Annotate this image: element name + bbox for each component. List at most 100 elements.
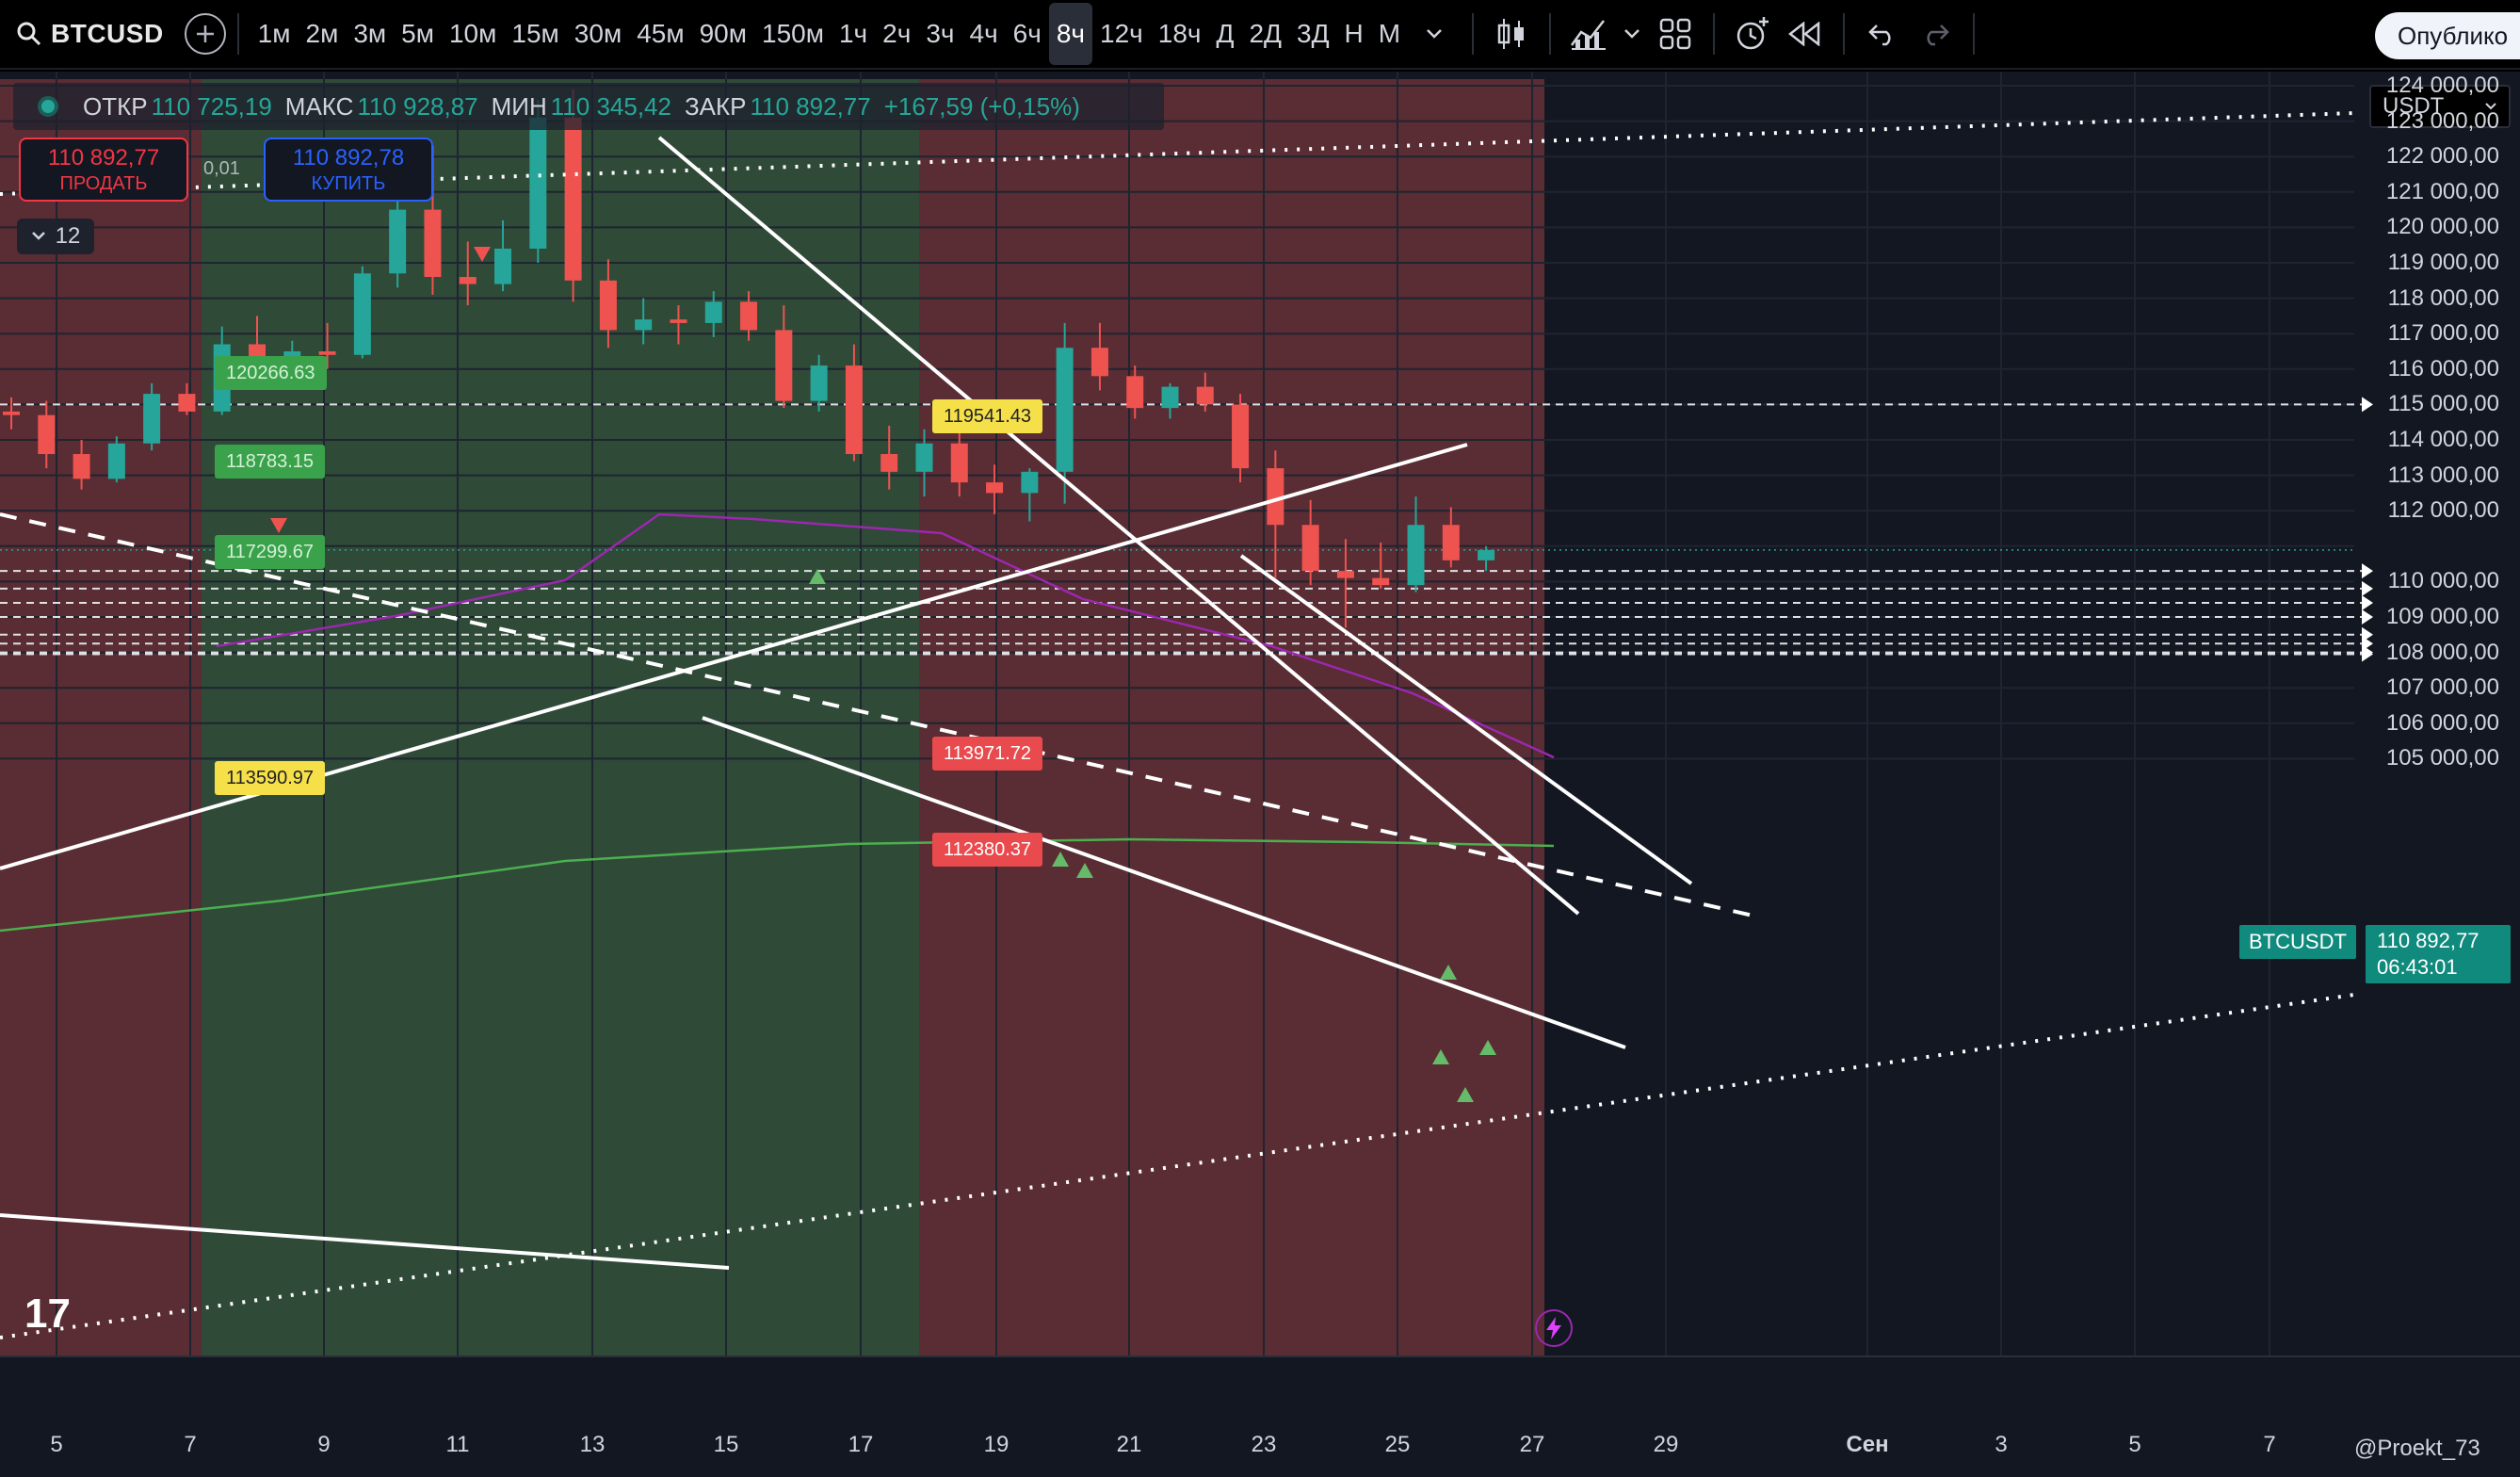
- timeframe-18[interactable]: 18ч: [1157, 19, 1202, 48]
- level-tag[interactable]: 118783.15: [215, 445, 326, 479]
- currency-select[interactable]: USDT: [2369, 85, 2511, 128]
- level-arrow: [2362, 580, 2373, 596]
- time-tick-label: 29: [1653, 1432, 1679, 1457]
- time-tick-label: 17: [848, 1432, 874, 1457]
- grid-layout-icon: [1659, 18, 1691, 50]
- time-tick-label: 13: [579, 1432, 606, 1457]
- timeframe-6[interactable]: 15м: [511, 19, 559, 48]
- timeframe-9[interactable]: 90м: [699, 19, 748, 48]
- time-tick-label: Сен: [1846, 1432, 1889, 1457]
- compare-add-button[interactable]: [184, 13, 226, 55]
- timeframe-dropdown[interactable]: [1408, 6, 1461, 62]
- currency-value: USDT: [2383, 93, 2445, 119]
- indicators-count: 12: [55, 223, 81, 249]
- buy-signal-arrow: [809, 569, 826, 584]
- timeframe-10[interactable]: 150м: [762, 19, 824, 48]
- timeframe-7[interactable]: 30м: [573, 19, 622, 48]
- level-arrow: [2362, 646, 2373, 662]
- time-tick-label: 5: [50, 1432, 63, 1457]
- timeframe-22[interactable]: Н: [1344, 19, 1364, 48]
- close-label: ЗАКР: [684, 91, 747, 121]
- replay-button[interactable]: [1779, 6, 1832, 62]
- sell-button[interactable]: 110 892,77 ПРОДАТЬ: [19, 138, 188, 202]
- timeframe-15[interactable]: 6ч: [1012, 19, 1042, 48]
- candle-body: [3, 411, 20, 415]
- alarm-plus-icon: [1737, 17, 1769, 50]
- layout-button[interactable]: [1649, 6, 1702, 62]
- ohlc-legend: ОТКР 110 725,19 МАКС 110 928,87 МИН 110 345…: [13, 83, 1164, 130]
- candle-body: [1442, 525, 1460, 560]
- market-status-icon[interactable]: [38, 96, 58, 117]
- timeframe-20[interactable]: 2Д: [1249, 19, 1282, 48]
- price-tick-label: 116 000,00: [2387, 355, 2499, 381]
- candle-body: [389, 209, 407, 274]
- trendline: [0, 443, 1468, 870]
- alert-button[interactable]: [1726, 6, 1779, 62]
- timeframe-12[interactable]: 2ч: [882, 19, 912, 48]
- timeframe-8[interactable]: 45м: [637, 19, 685, 48]
- bar-countdown: 06:43:01: [2377, 955, 2458, 979]
- candle-body: [107, 443, 125, 479]
- level-tag[interactable]: 112380.37: [932, 833, 1043, 867]
- candle-body: [740, 301, 758, 331]
- price-tick-label: 109 000,00: [2385, 604, 2499, 629]
- timeframe-14[interactable]: 4ч: [969, 19, 998, 48]
- last-price: 110 892,77: [2377, 929, 2480, 952]
- sell-signal-arrow: [474, 247, 491, 262]
- timeframe-21[interactable]: 3Д: [1297, 19, 1330, 48]
- indicators-button[interactable]: [1562, 6, 1615, 62]
- candle-body: [950, 443, 968, 483]
- time-tick-label: 3: [1995, 1432, 2008, 1457]
- candles-icon: [1497, 19, 1525, 49]
- candle-body: [424, 209, 442, 278]
- timeframe-2[interactable]: 2м: [305, 19, 339, 48]
- buy-label: КУПИТЬ: [311, 173, 386, 194]
- chart-canvas[interactable]: [0, 72, 2520, 1477]
- timeframe-17[interactable]: 12ч: [1100, 19, 1143, 48]
- level-tag[interactable]: 113590.97: [215, 761, 326, 795]
- timeframe-4[interactable]: 5м: [401, 19, 434, 48]
- indicators-collapse-button[interactable]: 12: [17, 219, 94, 254]
- timeframe-16[interactable]: 8ч: [1048, 3, 1093, 65]
- symbol-price-label: BTCUSDT: [2239, 925, 2356, 959]
- buy-button[interactable]: 110 892,78 КУПИТЬ: [264, 138, 433, 202]
- ma-50-line: [216, 512, 1555, 759]
- candle-body: [775, 330, 793, 401]
- symbol-search[interactable]: BTCUSD: [0, 0, 164, 68]
- top-toolbar: BTCUSD 1м 2м 3м 5м 10м 15м 30м 45м 90м 150м 1ч 2ч 3ч…: [0, 0, 2520, 70]
- candle-body: [1301, 525, 1319, 572]
- candle-body: [915, 443, 933, 472]
- chart-type-button[interactable]: [1485, 6, 1538, 62]
- time-tick-label: 27: [1519, 1432, 1545, 1457]
- candle-body: [564, 117, 582, 281]
- candle-body: [1161, 386, 1179, 409]
- timeframe-1[interactable]: 1м: [257, 19, 291, 48]
- plus-icon: [196, 25, 214, 42]
- price-tick-label: 113 000,00: [2387, 462, 2499, 488]
- publish-button[interactable]: Опублико: [2375, 12, 2520, 59]
- sell-label: ПРОДАТЬ: [59, 173, 148, 194]
- level-tag[interactable]: 113971.72: [932, 737, 1043, 771]
- level-tag[interactable]: 117299.67: [215, 535, 326, 569]
- indicators-dropdown[interactable]: [1615, 6, 1649, 62]
- timeframe-11[interactable]: 1ч: [838, 19, 868, 48]
- redo-button[interactable]: [1909, 6, 1962, 62]
- undo-button[interactable]: [1856, 6, 1909, 62]
- close-value: 110 892,77: [750, 91, 871, 121]
- timeframe-19[interactable]: Д: [1216, 19, 1235, 48]
- level-tag[interactable]: 120266.63: [215, 356, 327, 390]
- buy-signal-arrow: [1457, 1087, 1474, 1102]
- candle-body: [1232, 404, 1250, 469]
- symbol-name: BTCUSD: [51, 19, 164, 48]
- timeframe-23[interactable]: М: [1378, 19, 1401, 48]
- level-tag[interactable]: 119541.43: [932, 399, 1043, 433]
- chart-pane[interactable]: [0, 72, 2520, 1477]
- timeframe-3[interactable]: 3м: [353, 19, 387, 48]
- lightning-icon[interactable]: [1535, 1309, 1573, 1347]
- price-tick-label: 112 000,00: [2387, 497, 2499, 524]
- timeframe-13[interactable]: 3ч: [926, 19, 955, 48]
- trendline: [1239, 554, 1693, 885]
- timeframe-5[interactable]: 10м: [448, 19, 497, 48]
- toolbar-divider: [1973, 13, 1976, 55]
- tradingview-logo[interactable]: 17: [24, 1290, 71, 1337]
